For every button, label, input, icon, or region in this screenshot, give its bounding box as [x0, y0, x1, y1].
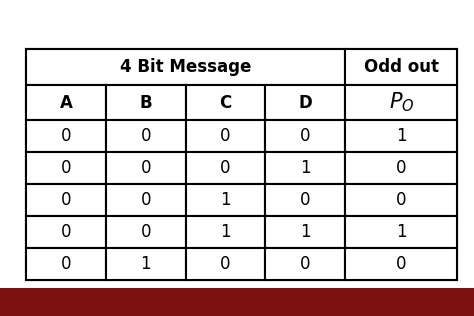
Text: 4 Bit Message: 4 Bit Message	[120, 58, 251, 76]
Text: 0: 0	[61, 255, 71, 273]
Text: C: C	[219, 94, 232, 112]
Bar	[106, 248, 186, 280]
Text: 0: 0	[220, 127, 231, 145]
Bar	[265, 120, 345, 152]
Bar	[186, 248, 265, 280]
Bar	[106, 184, 186, 216]
Bar	[26, 152, 106, 184]
Text: 1: 1	[300, 159, 310, 177]
Text: 0: 0	[396, 191, 407, 209]
Text: 1: 1	[396, 223, 407, 241]
Bar	[345, 216, 457, 248]
Bar	[265, 248, 345, 280]
Text: 1: 1	[396, 127, 407, 145]
Text: 0: 0	[300, 127, 310, 145]
Text: 0: 0	[300, 191, 310, 209]
Text: 1: 1	[220, 223, 231, 241]
Bar	[265, 184, 345, 216]
Bar	[106, 216, 186, 248]
Bar	[345, 85, 457, 120]
Bar	[265, 152, 345, 184]
Text: 0: 0	[61, 191, 71, 209]
Bar	[106, 152, 186, 184]
Bar	[106, 120, 186, 152]
Text: 0: 0	[396, 255, 407, 273]
Text: 1: 1	[140, 255, 151, 273]
Text: 0: 0	[220, 159, 231, 177]
Bar	[26, 248, 106, 280]
Text: 1: 1	[220, 191, 231, 209]
Bar	[26, 49, 345, 85]
Text: 1: 1	[300, 223, 310, 241]
Text: 0: 0	[61, 159, 71, 177]
Text: D: D	[299, 94, 312, 112]
Text: 0: 0	[61, 127, 71, 145]
Bar	[186, 216, 265, 248]
Text: $\mathit{P}_O$: $\mathit{P}_O$	[389, 91, 414, 114]
Text: B: B	[139, 94, 152, 112]
Text: 0: 0	[140, 191, 151, 209]
Bar	[186, 152, 265, 184]
Bar	[186, 184, 265, 216]
Bar	[345, 49, 457, 85]
Bar	[186, 120, 265, 152]
Bar	[26, 184, 106, 216]
Bar	[345, 184, 457, 216]
Bar	[0, 288, 474, 316]
Text: 0: 0	[300, 255, 310, 273]
Text: Odd out: Odd out	[364, 58, 439, 76]
Bar	[345, 248, 457, 280]
Bar	[26, 49, 457, 280]
Text: A: A	[60, 94, 73, 112]
Text: 0: 0	[140, 159, 151, 177]
Bar	[345, 120, 457, 152]
Text: 0: 0	[396, 159, 407, 177]
Bar	[265, 85, 345, 120]
Bar	[26, 120, 106, 152]
Text: 0: 0	[220, 255, 231, 273]
Bar	[26, 85, 106, 120]
Text: 0: 0	[140, 223, 151, 241]
Bar	[186, 85, 265, 120]
Bar	[345, 152, 457, 184]
Bar	[106, 85, 186, 120]
Bar	[26, 216, 106, 248]
Text: 0: 0	[61, 223, 71, 241]
Bar	[265, 216, 345, 248]
Text: 0: 0	[140, 127, 151, 145]
